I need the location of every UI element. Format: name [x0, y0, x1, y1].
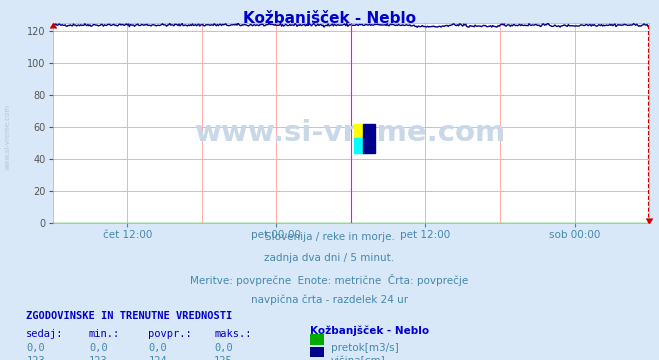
Text: maks.:: maks.:: [214, 329, 252, 339]
Text: Meritve: povprečne  Enote: metrične  Črta: povprečje: Meritve: povprečne Enote: metrične Črta:…: [190, 274, 469, 286]
Text: povpr.:: povpr.:: [148, 329, 192, 339]
Text: ZGODOVINSKE IN TRENUTNE VREDNOSTI: ZGODOVINSKE IN TRENUTNE VREDNOSTI: [26, 311, 233, 321]
Text: pretok[m3/s]: pretok[m3/s]: [331, 343, 399, 353]
Text: 124: 124: [148, 356, 167, 360]
Text: 125: 125: [214, 356, 233, 360]
Text: 0,0: 0,0: [214, 343, 233, 353]
Bar: [363, 124, 374, 153]
Text: zadnja dva dni / 5 minut.: zadnja dva dni / 5 minut.: [264, 253, 395, 263]
Text: Slovenija / reke in morje.: Slovenija / reke in morje.: [264, 232, 395, 242]
Text: 123: 123: [89, 356, 107, 360]
Text: navpična črta - razdelek 24 ur: navpična črta - razdelek 24 ur: [251, 295, 408, 305]
Text: Kožbanjšček - Neblo: Kožbanjšček - Neblo: [243, 10, 416, 26]
Text: višina[cm]: višina[cm]: [331, 356, 386, 360]
Bar: [354, 124, 367, 139]
Text: 0,0: 0,0: [148, 343, 167, 353]
Text: 0,0: 0,0: [89, 343, 107, 353]
Text: www.si-vreme.com: www.si-vreme.com: [195, 119, 507, 147]
Text: www.si-vreme.com: www.si-vreme.com: [5, 104, 11, 170]
Bar: [354, 139, 367, 153]
Text: 123: 123: [26, 356, 45, 360]
Text: sedaj:: sedaj:: [26, 329, 64, 339]
Text: Kožbanjšček - Neblo: Kožbanjšček - Neblo: [310, 326, 429, 336]
Text: min.:: min.:: [89, 329, 120, 339]
Text: 0,0: 0,0: [26, 343, 45, 353]
